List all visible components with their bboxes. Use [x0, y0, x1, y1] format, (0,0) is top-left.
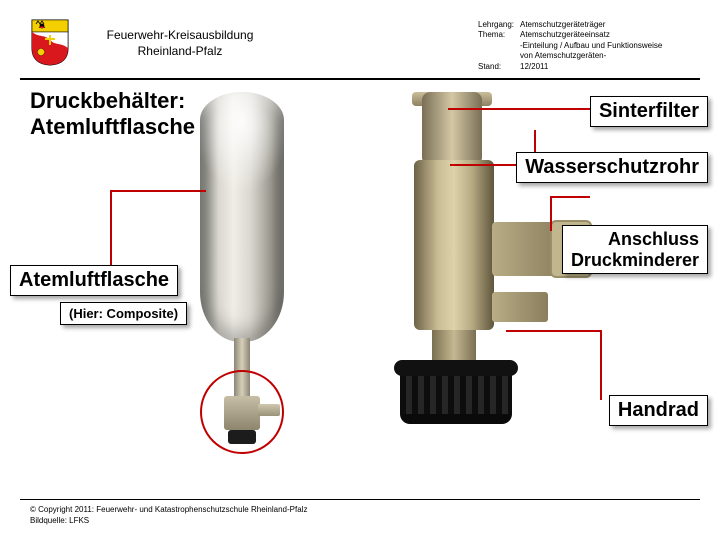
label-hier: (Hier: Composite): [60, 302, 187, 325]
callout-line: [110, 190, 112, 265]
org-block: Feuerwehr-Kreisausbildung Rheinland-Pfal…: [90, 28, 270, 59]
meta-lehrgang-label: Lehrgang:: [478, 20, 520, 30]
meta-block: Lehrgang: Atemschutzgeräteträger Thema: …: [478, 20, 700, 72]
label-handrad: Handrad: [609, 395, 708, 426]
footer-copyright: © Copyright 2011: Feuerwehr- und Katastr…: [30, 505, 307, 515]
label-wasserschutzrohr: Wasserschutzrohr: [516, 152, 708, 183]
footer-block: © Copyright 2011: Feuerwehr- und Katastr…: [30, 505, 307, 526]
callout-line: [448, 108, 604, 110]
label-anschluss: Anschluss Druckminderer: [562, 225, 708, 274]
title-line2: Atemluftflasche: [30, 114, 195, 140]
callout-line: [550, 196, 552, 231]
crest-icon: [30, 18, 70, 66]
page-title: Druckbehälter: Atemluftflasche: [30, 88, 195, 141]
callout-line: [550, 196, 590, 198]
callout-circle: [200, 370, 284, 454]
label-atemluftflasche: Atemluftflasche: [10, 265, 178, 296]
meta-thema-label: Thema:: [478, 30, 520, 40]
footer-rule: [20, 499, 700, 500]
callout-line: [600, 330, 602, 400]
org-line1: Feuerwehr-Kreisausbildung: [90, 28, 270, 44]
meta-thema1: Atemschutzgeräteeinsatz: [520, 30, 700, 40]
label-anschluss-l2: Druckminderer: [571, 250, 699, 271]
meta-stand-label: Stand:: [478, 62, 520, 72]
meta-thema3: von Atemschutzgeräten-: [520, 51, 700, 61]
title-line1: Druckbehälter:: [30, 88, 195, 114]
meta-lehrgang: Atemschutzgeräteträger: [520, 20, 700, 30]
org-line2: Rheinland-Pfalz: [90, 44, 270, 60]
callout-line: [506, 330, 602, 332]
footer-bildquelle: Bildquelle: LFKS: [30, 516, 307, 526]
label-sinterfilter: Sinterfilter: [590, 96, 708, 127]
meta-stand: 12/2011: [520, 62, 700, 72]
label-anschluss-l1: Anschluss: [571, 229, 699, 250]
meta-thema2: -Einteilung / Aufbau und Funktionsweise: [520, 41, 700, 51]
header-rule: [20, 78, 700, 80]
callout-line: [110, 190, 206, 192]
cylinder-graphic: [200, 92, 284, 342]
